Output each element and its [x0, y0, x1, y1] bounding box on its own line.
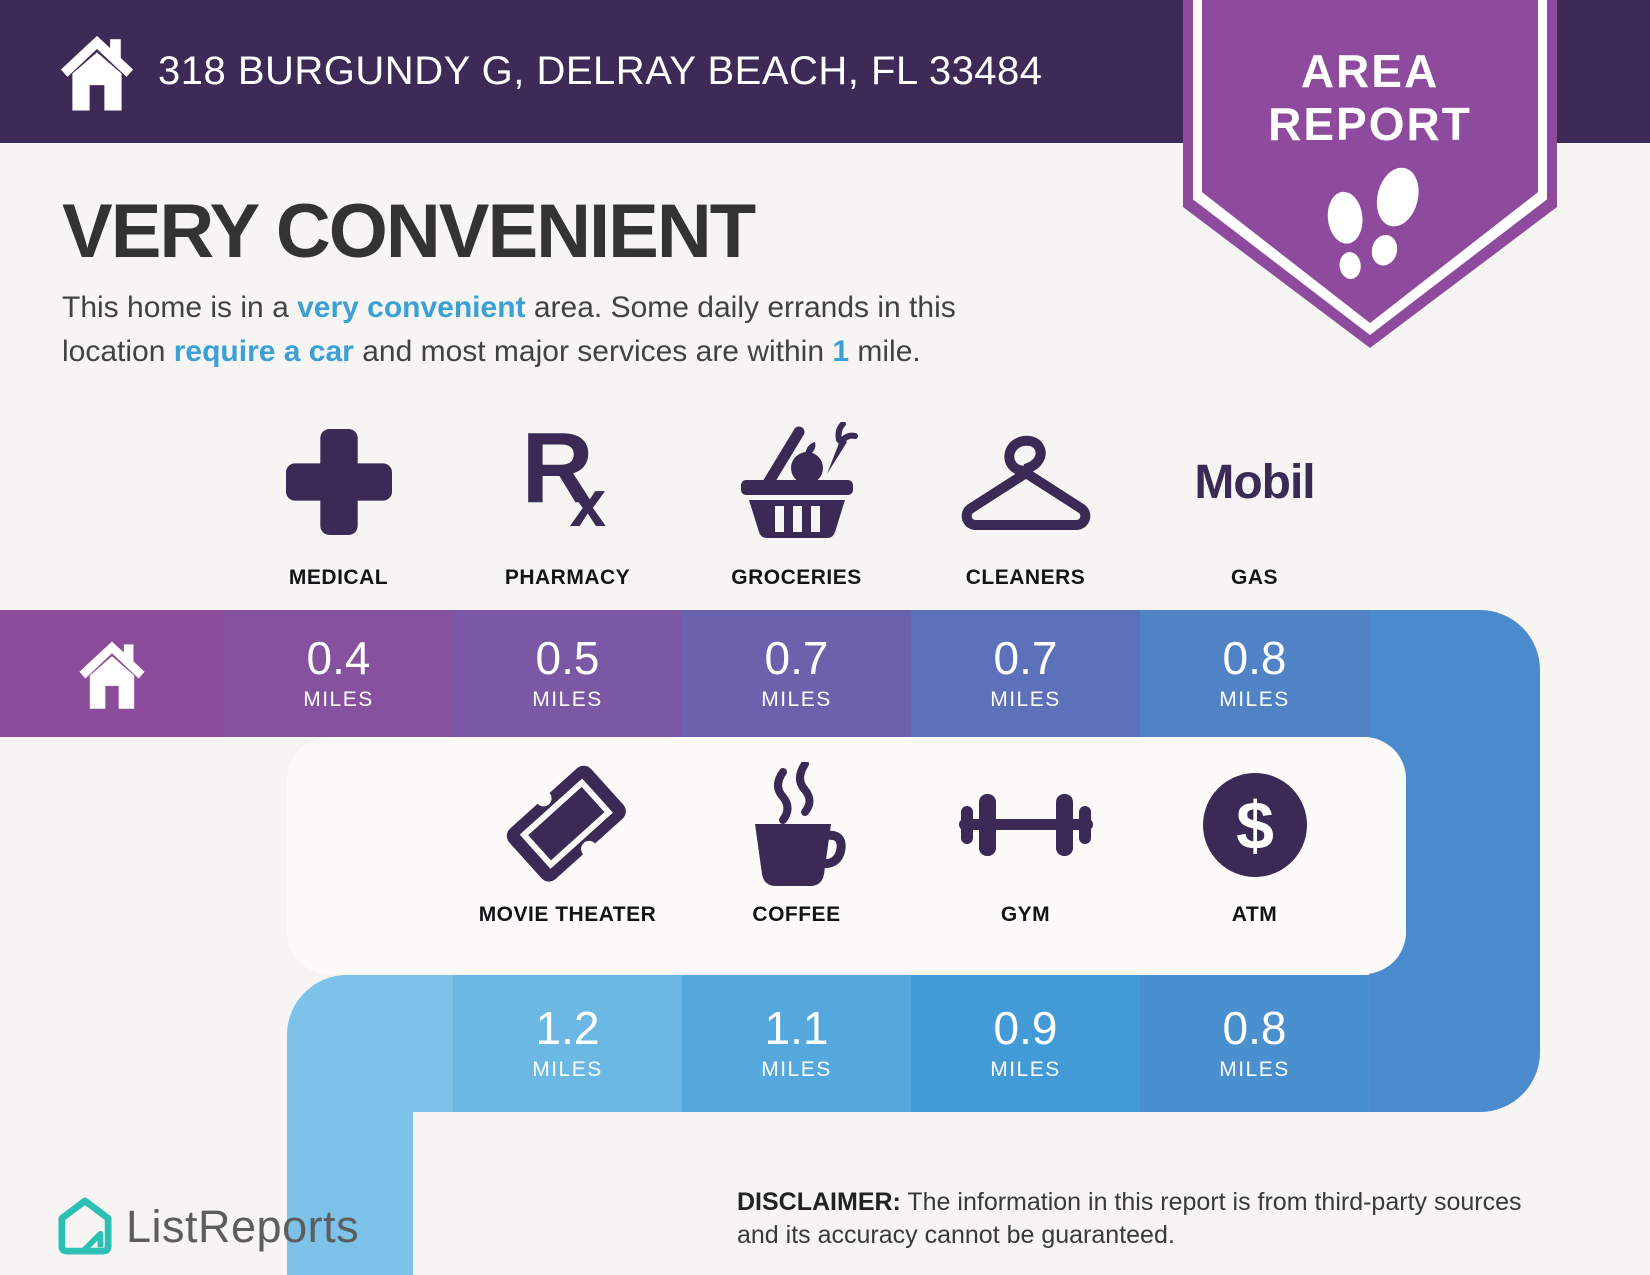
disclaimer: DISCLAIMER: The information in this repo…	[737, 1186, 1567, 1252]
service-label: CLEANERS	[965, 566, 1086, 589]
intro-text: mile.	[849, 335, 921, 368]
distance-value: 0.5	[535, 632, 600, 684]
atm-dollar-icon: $	[1202, 773, 1307, 877]
intro-text: area. Some daily errands in this	[525, 291, 956, 324]
service-label: ATM	[1231, 903, 1278, 926]
distance-cell-pharmacy: 0.5 MILES	[453, 610, 682, 737]
distance-cell-coffee: 1.1 MILES	[682, 975, 911, 1112]
distance-value: 0.4	[306, 632, 371, 684]
intro-text: This home is in a	[62, 291, 298, 324]
page-title: VERY CONVENIENT	[62, 189, 756, 274]
distance-unit: MILES	[761, 688, 832, 711]
service-label: GROCERIES	[731, 566, 862, 589]
intro-line-2: location require a car and most major se…	[62, 330, 956, 374]
home-bar-cell	[0, 610, 224, 737]
gym-icon-slot	[911, 752, 1140, 898]
distance-unit: MILES	[761, 1058, 832, 1081]
distance-cell-gym: 0.9 MILES	[911, 975, 1140, 1112]
property-address: 318 BURGUNDY G, DELRAY BEACH, FL 33484	[158, 49, 1043, 93]
intro-highlight: require a car	[173, 335, 354, 368]
distance-value: 0.8	[1222, 632, 1287, 684]
badge-line1: AREA	[1300, 45, 1440, 97]
intro-highlight: 1	[832, 335, 850, 368]
mobil-logo: Mobil	[1194, 455, 1315, 509]
service-label: COFFEE	[752, 903, 841, 926]
intro-text: and most major services are within	[353, 335, 833, 368]
listreports-wordmark: ListReports	[126, 1201, 360, 1252]
gas-icon-slot: Mobil	[1140, 406, 1369, 558]
atm-icon-slot: $	[1140, 752, 1369, 898]
distance-unit: MILES	[303, 688, 374, 711]
intro-text: location	[62, 335, 174, 368]
distance-cell-gas: 0.8 MILES	[1140, 610, 1369, 737]
distance-unit: MILES	[990, 1058, 1061, 1081]
distance-unit: MILES	[1219, 688, 1290, 711]
route-cap-left	[287, 975, 454, 1112]
distance-unit: MILES	[1219, 1058, 1290, 1081]
distance-cell-cleaners: 0.7 MILES	[911, 610, 1140, 737]
home-icon	[60, 35, 134, 111]
medical-icon-slot	[224, 406, 453, 558]
svg-text:$: $	[1236, 788, 1274, 864]
intro-highlight: very convenient	[297, 291, 526, 324]
disclaimer-text: The information in this report is from t…	[737, 1188, 1522, 1249]
area-report-badge: AREA REPORT	[1183, 0, 1557, 348]
distance-value: 0.7	[764, 632, 829, 684]
distance-unit: MILES	[532, 1058, 603, 1081]
coffee-icon-slot	[682, 752, 911, 898]
distance-value: 1.2	[535, 1002, 600, 1054]
distance-value: 0.9	[993, 1002, 1058, 1054]
home-icon-small	[79, 640, 145, 709]
listreports-icon	[58, 1197, 112, 1255]
movie-ticket-icon	[506, 765, 626, 882]
distance-value: 0.7	[993, 632, 1058, 684]
distance-value: 1.1	[764, 1002, 829, 1054]
distance-cell-medical: 0.4 MILES	[224, 610, 453, 737]
intro-paragraph: This home is in a very convenient area. …	[62, 286, 956, 374]
service-label: MEDICAL	[288, 566, 389, 589]
distance-cell-groceries: 0.7 MILES	[682, 610, 911, 737]
service-label: GAS	[1230, 566, 1278, 589]
footprints-icon	[1327, 167, 1419, 279]
badge-line2: REPORT	[1268, 98, 1472, 150]
groceries-icon-slot	[682, 406, 911, 558]
distance-unit: MILES	[532, 688, 603, 711]
cleaners-icon-slot	[911, 406, 1140, 558]
hanger-icon	[961, 435, 1090, 530]
service-label: GYM	[1000, 903, 1051, 926]
distance-cell-atm: 0.8 MILES	[1140, 975, 1369, 1112]
grocery-basket-icon	[740, 422, 858, 538]
service-label: MOVIE THEATER	[478, 903, 657, 926]
service-label: PHARMACY	[504, 566, 631, 589]
dumbbell-icon	[958, 794, 1093, 856]
distance-cell-movie-theater: 1.2 MILES	[453, 975, 682, 1112]
movie-theater-icon-slot	[453, 752, 682, 898]
medical-cross-icon	[285, 429, 392, 535]
listreports-logo: ListReports	[58, 1196, 359, 1258]
disclaimer-label: DISCLAIMER:	[737, 1188, 901, 1216]
distance-unit: MILES	[990, 688, 1061, 711]
intro-line-1: This home is in a very convenient area. …	[62, 286, 956, 330]
distance-value: 0.8	[1222, 1002, 1287, 1054]
background-notch	[413, 1112, 1650, 1275]
coffee-cup-icon	[754, 762, 846, 886]
